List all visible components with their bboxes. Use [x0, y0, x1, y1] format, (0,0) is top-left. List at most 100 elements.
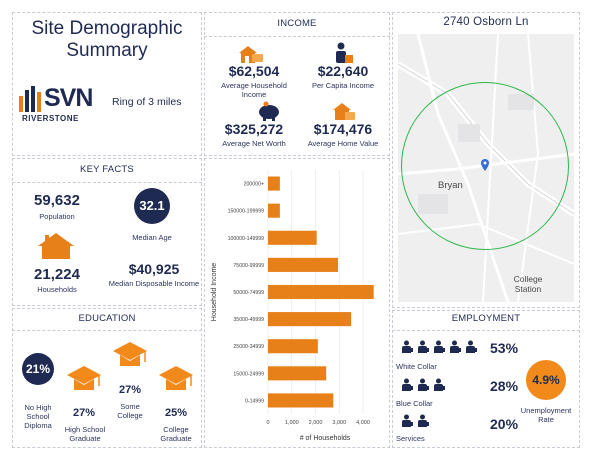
education-panel: [12, 308, 202, 448]
no-hs-value: 21%: [25, 362, 51, 376]
person-money-icon: [336, 42, 353, 63]
services-value: 20%: [490, 416, 519, 432]
x-tick-label: 0: [266, 420, 269, 426]
hs-grad-value: 27%: [72, 407, 96, 419]
bar: [268, 203, 280, 218]
page-title: Site Demographic Summary: [31, 18, 183, 61]
avg-household-income-label: Average Household Income: [221, 81, 287, 99]
blue-collar-value: 28%: [490, 378, 519, 394]
house-icon: [38, 233, 74, 259]
y-tick-label: 35000-49999: [233, 317, 264, 323]
y-tick-label: 200000+: [244, 182, 264, 188]
map-label-college-station: College Station: [513, 274, 543, 294]
avg-home-value-value: $174,476: [313, 121, 373, 137]
households-label: Households: [37, 285, 77, 294]
person-icon: [448, 340, 461, 353]
population-value: 59,632: [34, 192, 80, 209]
bar: [268, 393, 334, 408]
x-axis-label: # of Households: [300, 435, 351, 442]
avg-household-income-value: $62,504: [228, 63, 280, 79]
hs-grad-label: High School Graduate: [64, 425, 106, 443]
bar: [268, 257, 339, 272]
person-icon: [416, 414, 429, 427]
ring-label: Ring of 3 miles: [112, 96, 182, 108]
college-grad-label: College Graduate: [160, 425, 192, 443]
grad-cap-icon-college: [159, 366, 193, 390]
location-pin-icon[interactable]: [481, 159, 489, 171]
map-address: 2740 Osborn Ln: [443, 16, 529, 28]
income-title: INCOME: [277, 18, 317, 29]
person-icon: [464, 340, 477, 353]
no-hs-badge: 21%: [22, 353, 54, 385]
grad-cap-icon-some-college: [113, 342, 147, 366]
services-label: Services: [396, 434, 425, 443]
y-tick-label: 0-14999: [245, 398, 264, 404]
bar: [268, 339, 318, 354]
piggy-bank-icon: [259, 101, 279, 121]
person-icon: [432, 378, 445, 391]
per-capita-income-value: $22,640: [317, 63, 369, 79]
person-icon: [416, 340, 429, 353]
chart-panel: [204, 158, 390, 448]
person-icon: [400, 378, 413, 391]
unemployment-label: Unemployment Rate: [520, 406, 572, 424]
key-facts-title: KEY FACTS: [80, 164, 134, 175]
blue-collar-icons: [400, 378, 445, 391]
median-age-badge: 32.1: [134, 188, 170, 224]
logo-wordmark: SVN: [44, 84, 93, 112]
ring-circle: [401, 82, 569, 250]
unemployment-value: 4.9%: [532, 373, 560, 387]
x-tick-label: 1,000: [285, 420, 299, 426]
y-tick-label: 100000-149999: [228, 236, 264, 242]
y-axis-label: Household Income: [211, 263, 218, 321]
house-money-icon: [239, 46, 263, 63]
some-college-label: Some College: [117, 402, 143, 420]
x-tick-label: 4,000: [356, 420, 370, 426]
company-logo: SVN RIVERSTONE: [18, 84, 108, 128]
y-tick-label: 75000-99999: [233, 263, 264, 269]
grad-cap-icon-hs: [67, 366, 101, 390]
white-collar-label: White Collar: [396, 362, 437, 371]
median-disposable-income-label: Median Disposable Income: [108, 279, 200, 288]
bar: [268, 176, 280, 191]
bar: [268, 366, 327, 381]
bar: [268, 230, 317, 245]
education-title: EDUCATION: [78, 313, 136, 324]
avg-home-value-label: Average Home Value: [307, 139, 379, 148]
median-disposable-income-value: $40,925: [128, 261, 180, 277]
white-collar-value: 53%: [490, 340, 519, 356]
income-panel: [204, 12, 390, 156]
services-icons: [400, 414, 429, 427]
map-view[interactable]: Bryan College Station: [398, 34, 574, 302]
bar: [268, 284, 374, 300]
person-icon: [416, 378, 429, 391]
x-tick-label: 3,000: [332, 420, 346, 426]
logo-subtitle: RIVERSTONE: [22, 114, 79, 123]
household-income-chart: 0 1,000 2,000 3,000 4,000 200000+ 150000-19999…: [211, 170, 374, 442]
person-icon: [432, 340, 445, 353]
x-tick-label: 2,000: [309, 420, 323, 426]
map-panel: [392, 12, 580, 308]
median-age-label: Median Age: [132, 233, 172, 242]
median-age-value: 32.1: [139, 198, 165, 213]
home-value-icon: [333, 103, 355, 120]
summary-header-panel: [12, 12, 202, 156]
map-label-bryan: Bryan: [438, 180, 463, 191]
no-hs-label: No High School Diploma: [24, 403, 52, 430]
white-collar-icons: [400, 340, 477, 353]
some-college-value: 27%: [118, 384, 142, 396]
college-grad-value: 25%: [164, 407, 188, 419]
employment-panel: [392, 310, 580, 448]
y-tick-label: 50000-74999: [233, 290, 264, 296]
blue-collar-label: Blue Collar: [396, 399, 433, 408]
unemployment-badge: 4.9%: [526, 360, 566, 400]
y-tick-label: 15000-24999: [233, 371, 264, 377]
population-label: Population: [39, 212, 75, 221]
bar: [268, 312, 352, 327]
person-icon: [400, 414, 413, 427]
y-tick-label: 150000-199999: [228, 209, 264, 215]
y-tick-label: 25000-34999: [233, 344, 264, 350]
logo-bars-icon: [19, 86, 41, 112]
key-facts-panel: [12, 158, 202, 306]
households-value: 21,224: [34, 266, 80, 283]
